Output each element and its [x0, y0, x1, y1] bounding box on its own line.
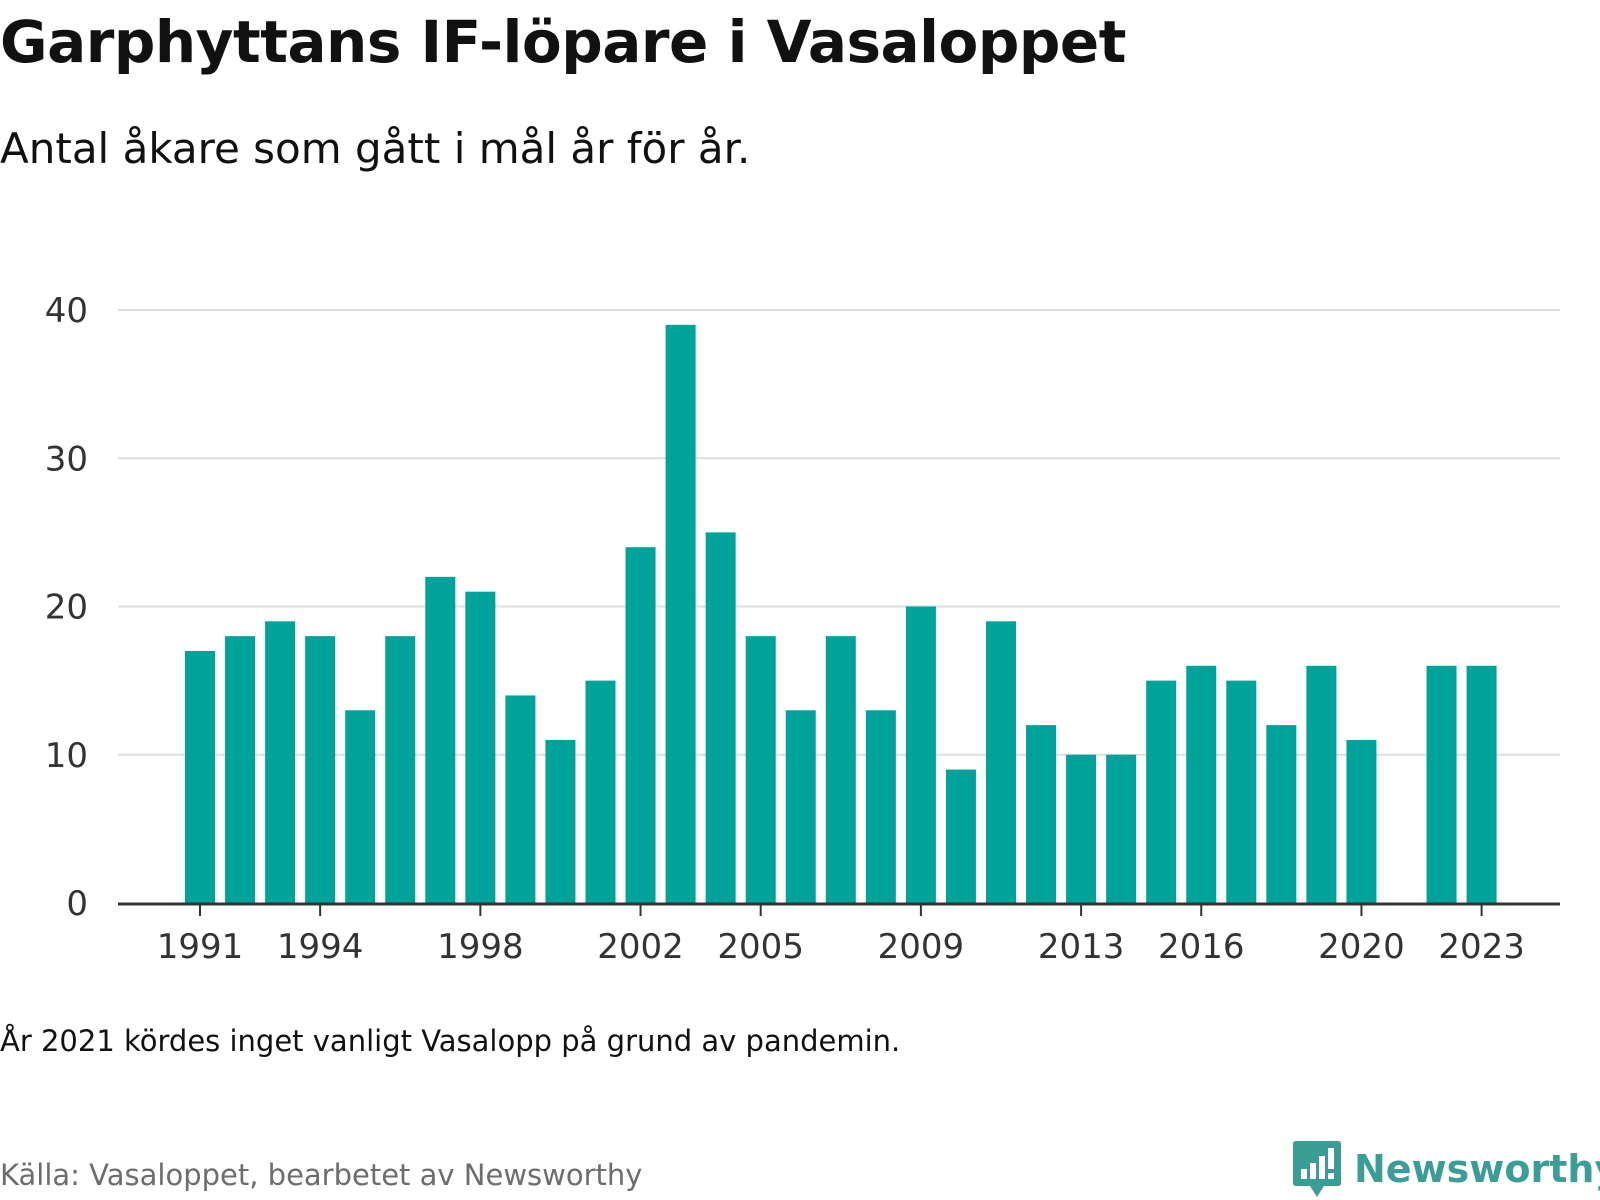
y-axis-labels: 0 10 20 30 40 [45, 291, 88, 924]
bar-2008 [865, 710, 896, 903]
bar-1997 [425, 576, 456, 903]
x-tick-label: 2023 [1438, 927, 1525, 967]
chart-title: Garphyttans IF-löpare i Vasaloppet [0, 8, 1126, 76]
bar-1991 [185, 650, 215, 903]
x-tick-label: 2009 [878, 927, 965, 967]
y-tick-label: 30 [45, 439, 88, 479]
footnote: År 2021 kördes inget vanligt Vasalopp på… [0, 1024, 901, 1058]
x-tick-label: 2020 [1318, 927, 1405, 967]
bar-2003 [665, 324, 696, 903]
bar-2010 [945, 769, 976, 903]
chart-subtitle: Antal åkare som gått i mål år för år. [0, 124, 751, 173]
bar-2006 [785, 710, 816, 903]
bar-1995 [345, 710, 376, 903]
bar-2009 [905, 606, 936, 903]
newsworthy-logo: Newsworthy [1292, 1140, 1600, 1198]
x-axis-ticks: 1991 1994 1998 2002 2005 2009 2013 2016 2020 2023 [157, 904, 1525, 967]
bar-2004 [705, 532, 736, 903]
x-tick-label: 2005 [717, 927, 804, 967]
bar-2023 [1466, 665, 1497, 903]
bar-2007 [825, 636, 856, 903]
y-tick-label: 40 [45, 291, 88, 331]
y-tick-label: 10 [45, 736, 88, 776]
x-tick-label: 1991 [157, 927, 244, 967]
y-tick-label: 20 [45, 588, 88, 628]
bar-2015 [1146, 680, 1177, 903]
bar-1996 [385, 636, 416, 903]
x-tick-label: 2013 [1038, 927, 1125, 967]
newsworthy-chart-bubble-icon [1293, 1141, 1341, 1197]
x-tick-label: 1994 [277, 927, 364, 967]
bar-2012 [1026, 725, 1057, 903]
logo-text: Newsworthy [1354, 1147, 1600, 1191]
x-tick-label: 2002 [597, 927, 684, 967]
bar-2001 [585, 680, 616, 903]
bar-1993 [265, 621, 296, 903]
bar-2017 [1226, 680, 1257, 903]
bar-2016 [1186, 665, 1217, 903]
bar-2022 [1426, 665, 1457, 903]
source-credit: Källa: Vasaloppet, bearbetet av Newswort… [0, 1158, 643, 1192]
bar-1999 [505, 695, 536, 903]
bar-2014 [1106, 754, 1137, 903]
bar-chart: 0 10 20 30 40 1991 1994 1998 2002 2005 2009 2013 20… [45, 291, 1560, 967]
bar-2019 [1306, 665, 1337, 903]
bar-2011 [986, 621, 1016, 903]
bars [185, 324, 1497, 903]
bar-1992 [225, 636, 256, 903]
bar-1998 [465, 591, 496, 903]
bar-2000 [545, 739, 576, 903]
bar-2018 [1266, 725, 1297, 903]
bar-2005 [745, 636, 776, 903]
bar-2002 [625, 547, 656, 903]
bar-2020 [1346, 739, 1377, 903]
bar-2013 [1066, 754, 1097, 903]
x-tick-label: 1998 [437, 927, 524, 967]
y-tick-label: 0 [66, 884, 88, 924]
bar-1994 [305, 636, 336, 903]
x-tick-label: 2016 [1158, 927, 1245, 967]
